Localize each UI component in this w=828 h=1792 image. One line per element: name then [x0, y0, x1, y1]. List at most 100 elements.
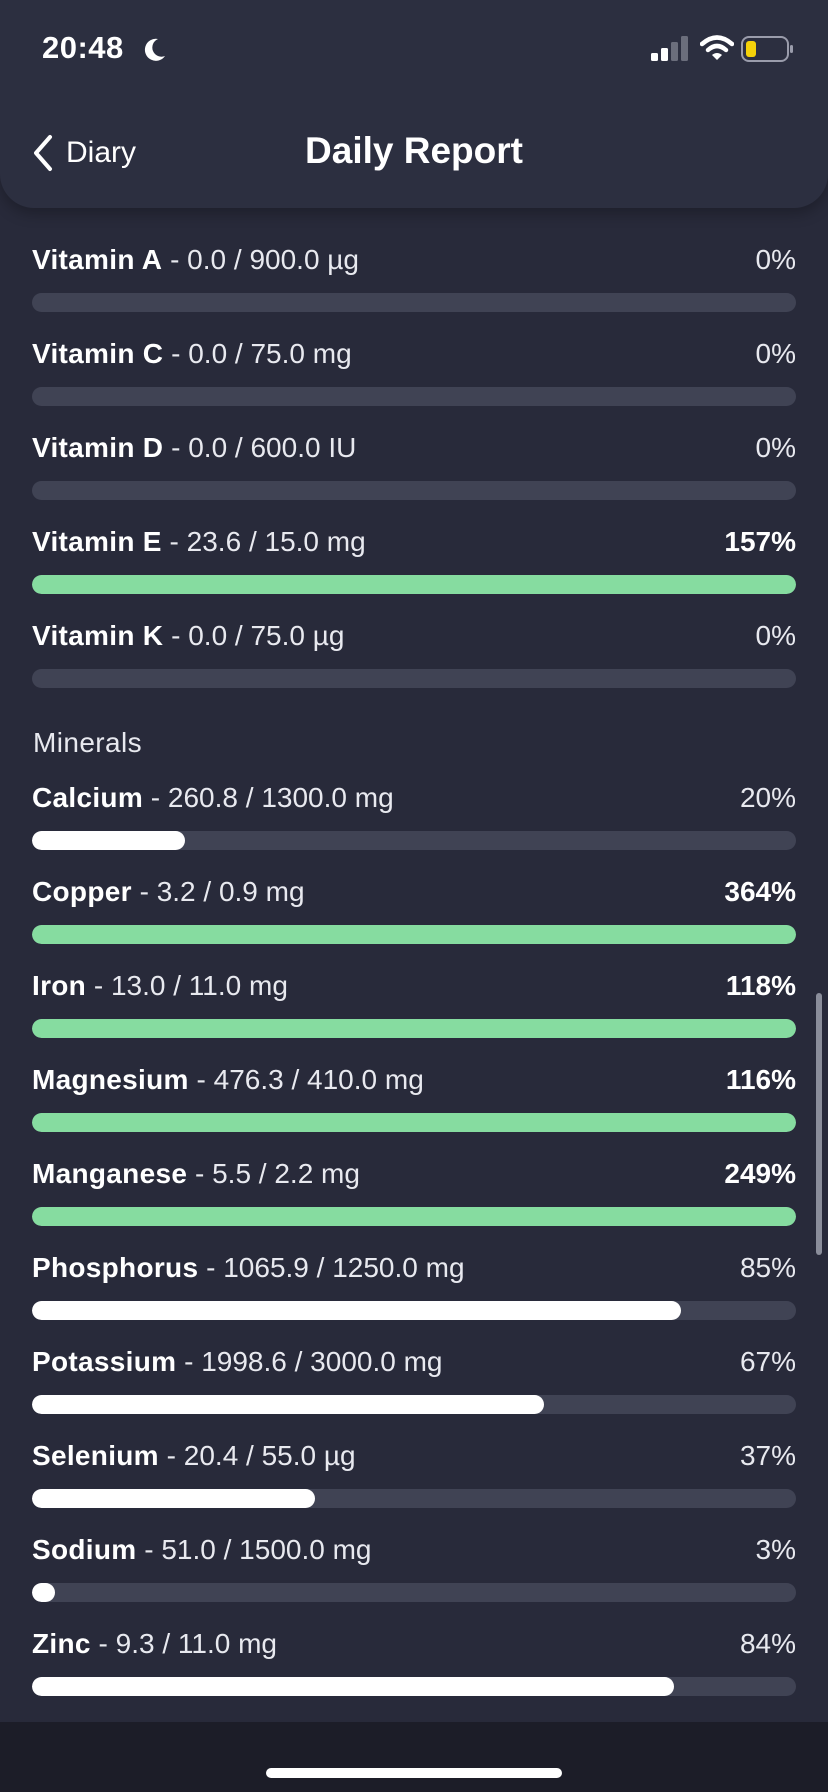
- nutrient-percent: 3%: [755, 1534, 796, 1565]
- nutrient-percent: 84%: [739, 1628, 796, 1659]
- progress-track: [32, 1489, 796, 1508]
- nutrient-name: Vitamin K: [32, 620, 164, 651]
- page-title: Daily Report: [305, 130, 523, 171]
- progress-track: [32, 387, 796, 406]
- nutrient-row: Zinc - 9.3 / 11.0 mg 84%: [32, 1624, 796, 1714]
- scrollbar[interactable]: [816, 993, 822, 1255]
- nutrient-amount: - 3.2 / 0.9 mg: [131, 876, 305, 907]
- progress-track: [32, 925, 796, 944]
- nutrient-label: Potassium - 1998.6 / 3000.0 mg: [32, 1342, 443, 1382]
- progress-fill: [32, 1113, 796, 1132]
- nutrient-percent: 20%: [739, 782, 796, 813]
- nutrient-percent: 364%: [724, 876, 796, 907]
- nutrient-amount: - 0.0 / 75.0 mg: [163, 338, 352, 369]
- nutrient-amount: - 13.0 / 11.0 mg: [86, 970, 288, 1001]
- progress-track: [32, 831, 796, 850]
- progress-fill: [32, 1301, 682, 1320]
- nutrient-label: Manganese - 5.5 / 2.2 mg: [32, 1154, 360, 1194]
- progress-track: [32, 1019, 796, 1038]
- progress-track: [32, 481, 796, 500]
- nutrient-name: Phosphorus: [32, 1252, 199, 1283]
- progress-fill: [32, 1019, 796, 1038]
- nutrient-amount: - 0.0 / 75.0 µg: [163, 620, 345, 651]
- progress-track: [32, 1677, 796, 1696]
- nutrient-amount: - 5.5 / 2.2 mg: [187, 1158, 360, 1189]
- progress-fill: [32, 1207, 796, 1226]
- nutrient-percent: 0%: [755, 338, 796, 369]
- nutrient-name: Iron: [32, 970, 87, 1001]
- nutrient-row: Vitamin D - 0.0 / 600.0 IU 0%: [32, 428, 796, 518]
- nutrient-percent: 249%: [724, 1158, 796, 1189]
- nutrient-percent: 0%: [755, 244, 796, 275]
- progress-fill: [32, 575, 796, 594]
- progress-fill: [32, 1677, 674, 1696]
- nutrient-label: Selenium - 20.4 / 55.0 µg: [32, 1436, 356, 1476]
- progress-fill: [32, 1583, 55, 1602]
- chevron-left-icon: [34, 135, 52, 171]
- nutrient-label: Calcium - 260.8 / 1300.0 mg: [32, 778, 394, 818]
- nutrient-row: Selenium - 20.4 / 55.0 µg 37%: [32, 1436, 796, 1526]
- nutrient-percent: 116%: [725, 1064, 796, 1095]
- cellular-signal-icon: [651, 36, 688, 61]
- nutrient-amount: - 0.0 / 600.0 IU: [163, 432, 357, 463]
- progress-track: [32, 575, 796, 594]
- nutrient-name: Copper: [32, 876, 132, 907]
- nutrient-amount: - 23.6 / 15.0 mg: [161, 526, 366, 557]
- progress-track: [32, 1301, 796, 1320]
- nutrient-name: Vitamin E: [32, 526, 162, 557]
- nutrient-label: Vitamin C - 0.0 / 75.0 mg: [32, 334, 352, 374]
- progress-fill: [32, 1395, 544, 1414]
- nutrient-percent: 0%: [755, 432, 796, 463]
- progress-track: [32, 1395, 796, 1414]
- nutrient-percent: 37%: [739, 1440, 796, 1471]
- nutrient-row: Calcium - 260.8 / 1300.0 mg 20%: [32, 778, 796, 868]
- nutrient-amount: - 1998.6 / 3000.0 mg: [176, 1346, 443, 1377]
- nutrient-label: Sodium - 51.0 / 1500.0 mg: [32, 1530, 372, 1570]
- nutrient-label: Phosphorus - 1065.9 / 1250.0 mg: [32, 1248, 465, 1288]
- nutrient-label: Vitamin E - 23.6 / 15.0 mg: [32, 522, 366, 562]
- nutrient-percent: 67%: [739, 1346, 796, 1377]
- nutrient-row: Copper - 3.2 / 0.9 mg 364%: [32, 872, 796, 962]
- nutrient-amount: - 20.4 / 55.0 µg: [158, 1440, 356, 1471]
- nutrient-label: Magnesium - 476.3 / 410.0 mg: [32, 1060, 424, 1100]
- nutrient-name: Manganese: [32, 1158, 188, 1189]
- status-time: 20:48: [42, 30, 124, 65]
- nutrient-amount: - 9.3 / 11.0 mg: [90, 1628, 278, 1659]
- nutrient-row: Vitamin K - 0.0 / 75.0 µg 0%: [32, 616, 796, 706]
- nutrient-name: Calcium: [32, 782, 144, 813]
- nutrient-name: Sodium: [32, 1534, 137, 1565]
- nutrient-row: Phosphorus - 1065.9 / 1250.0 mg 85%: [32, 1248, 796, 1338]
- progress-track: [32, 1583, 796, 1602]
- nutrient-label: Vitamin A - 0.0 / 900.0 µg: [32, 240, 359, 280]
- nutrient-row: Sodium - 51.0 / 1500.0 mg 3%: [32, 1530, 796, 1620]
- moon-icon: [144, 38, 165, 61]
- nutrient-name: Potassium: [32, 1346, 177, 1377]
- nutrient-percent: 118%: [725, 970, 796, 1001]
- nutrient-row: Manganese - 5.5 / 2.2 mg 249%: [32, 1154, 796, 1244]
- nutrient-label: Copper - 3.2 / 0.9 mg: [32, 872, 305, 912]
- home-indicator[interactable]: [266, 1768, 562, 1778]
- progress-track: [32, 293, 796, 312]
- nutrient-row: Vitamin E - 23.6 / 15.0 mg 157%: [32, 522, 796, 612]
- nutrient-row: Vitamin C - 0.0 / 75.0 mg 0%: [32, 334, 796, 424]
- nutrient-label: Vitamin K - 0.0 / 75.0 µg: [32, 616, 344, 656]
- nutrient-label: Vitamin D - 0.0 / 600.0 IU: [32, 428, 356, 468]
- nutrient-amount: - 476.3 / 410.0 mg: [188, 1064, 424, 1095]
- nutrient-amount: - 0.0 / 900.0 µg: [162, 244, 359, 275]
- progress-track: [32, 1113, 796, 1132]
- report-list[interactable]: Vitamin A - 0.0 / 900.0 µg 0% Vitamin C - …: [0, 208, 828, 1722]
- nutrient-label: Zinc - 9.3 / 11.0 mg: [32, 1624, 277, 1664]
- minerals-section-title: Minerals: [33, 727, 143, 758]
- nutrient-name: Vitamin C: [32, 338, 164, 369]
- nutrient-percent: 0%: [755, 620, 796, 651]
- nutrient-amount: - 1065.9 / 1250.0 mg: [198, 1252, 465, 1283]
- nutrient-name: Zinc: [32, 1628, 91, 1659]
- back-button[interactable]: Diary: [30, 128, 136, 178]
- nutrient-percent: 157%: [724, 526, 796, 557]
- bottom-safe-area: [0, 1722, 828, 1792]
- back-label: Diary: [66, 136, 137, 169]
- nutrient-amount: - 260.8 / 1300.0 mg: [143, 782, 394, 813]
- progress-fill: [32, 1489, 315, 1508]
- nutrient-row: Iron - 13.0 / 11.0 mg 118%: [32, 966, 796, 1056]
- battery-icon: [741, 36, 793, 62]
